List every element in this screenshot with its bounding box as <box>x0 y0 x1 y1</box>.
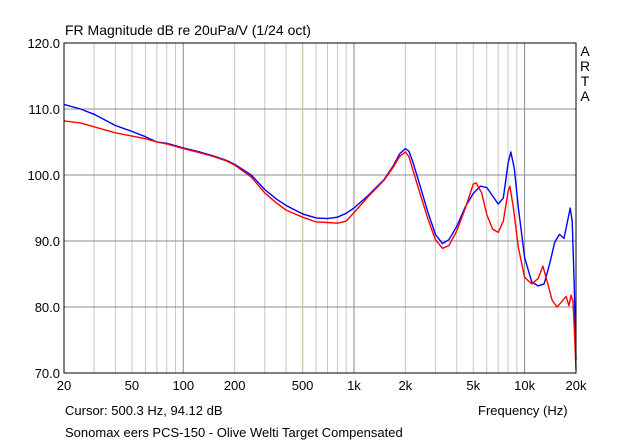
series-layer <box>63 103 577 370</box>
cursor-readout: Cursor: 500.3 Hz, 94.12 dB <box>65 403 223 418</box>
x-tick-label: 5k <box>466 378 480 393</box>
x-tick-label: 10k <box>514 378 535 393</box>
y-tick-label: 80.0 <box>35 300 60 315</box>
series-line-2 <box>63 120 577 370</box>
chart-title: FR Magnitude dB re 20uPa/V (1/24 oct) <box>65 22 311 38</box>
grid-lines <box>64 43 576 373</box>
x-tick-label: 20 <box>57 378 71 393</box>
plot-frame <box>63 42 577 374</box>
y-tick-label: 100.0 <box>27 168 60 183</box>
series-line-1 <box>63 103 577 360</box>
x-tick-label: 100 <box>172 378 194 393</box>
x-tick-label: 20k <box>566 378 587 393</box>
measurement-caption: Sonomax eers PCS-150 - Olive Welti Targe… <box>65 425 403 440</box>
y-tick-label: 120.0 <box>27 36 60 51</box>
x-tick-label: 2k <box>398 378 412 393</box>
x-tick-label: 50 <box>125 378 139 393</box>
y-tick-label: 90.0 <box>35 234 60 249</box>
x-tick-label: 200 <box>224 378 246 393</box>
y-tick-label: 70.0 <box>35 366 60 381</box>
y-tick-label: 110.0 <box>28 102 60 117</box>
y-tick-labels: 70.0 80.0 90.0 100.0 110.0 120.0 <box>27 36 60 381</box>
x-tick-labels: 20 50 100 200 500 1k 2k 5k 10k 20k <box>57 378 587 393</box>
x-axis-label: Frequency (Hz) <box>478 403 568 418</box>
x-tick-label: 500 <box>292 378 314 393</box>
x-tick-label: 1k <box>347 378 361 393</box>
